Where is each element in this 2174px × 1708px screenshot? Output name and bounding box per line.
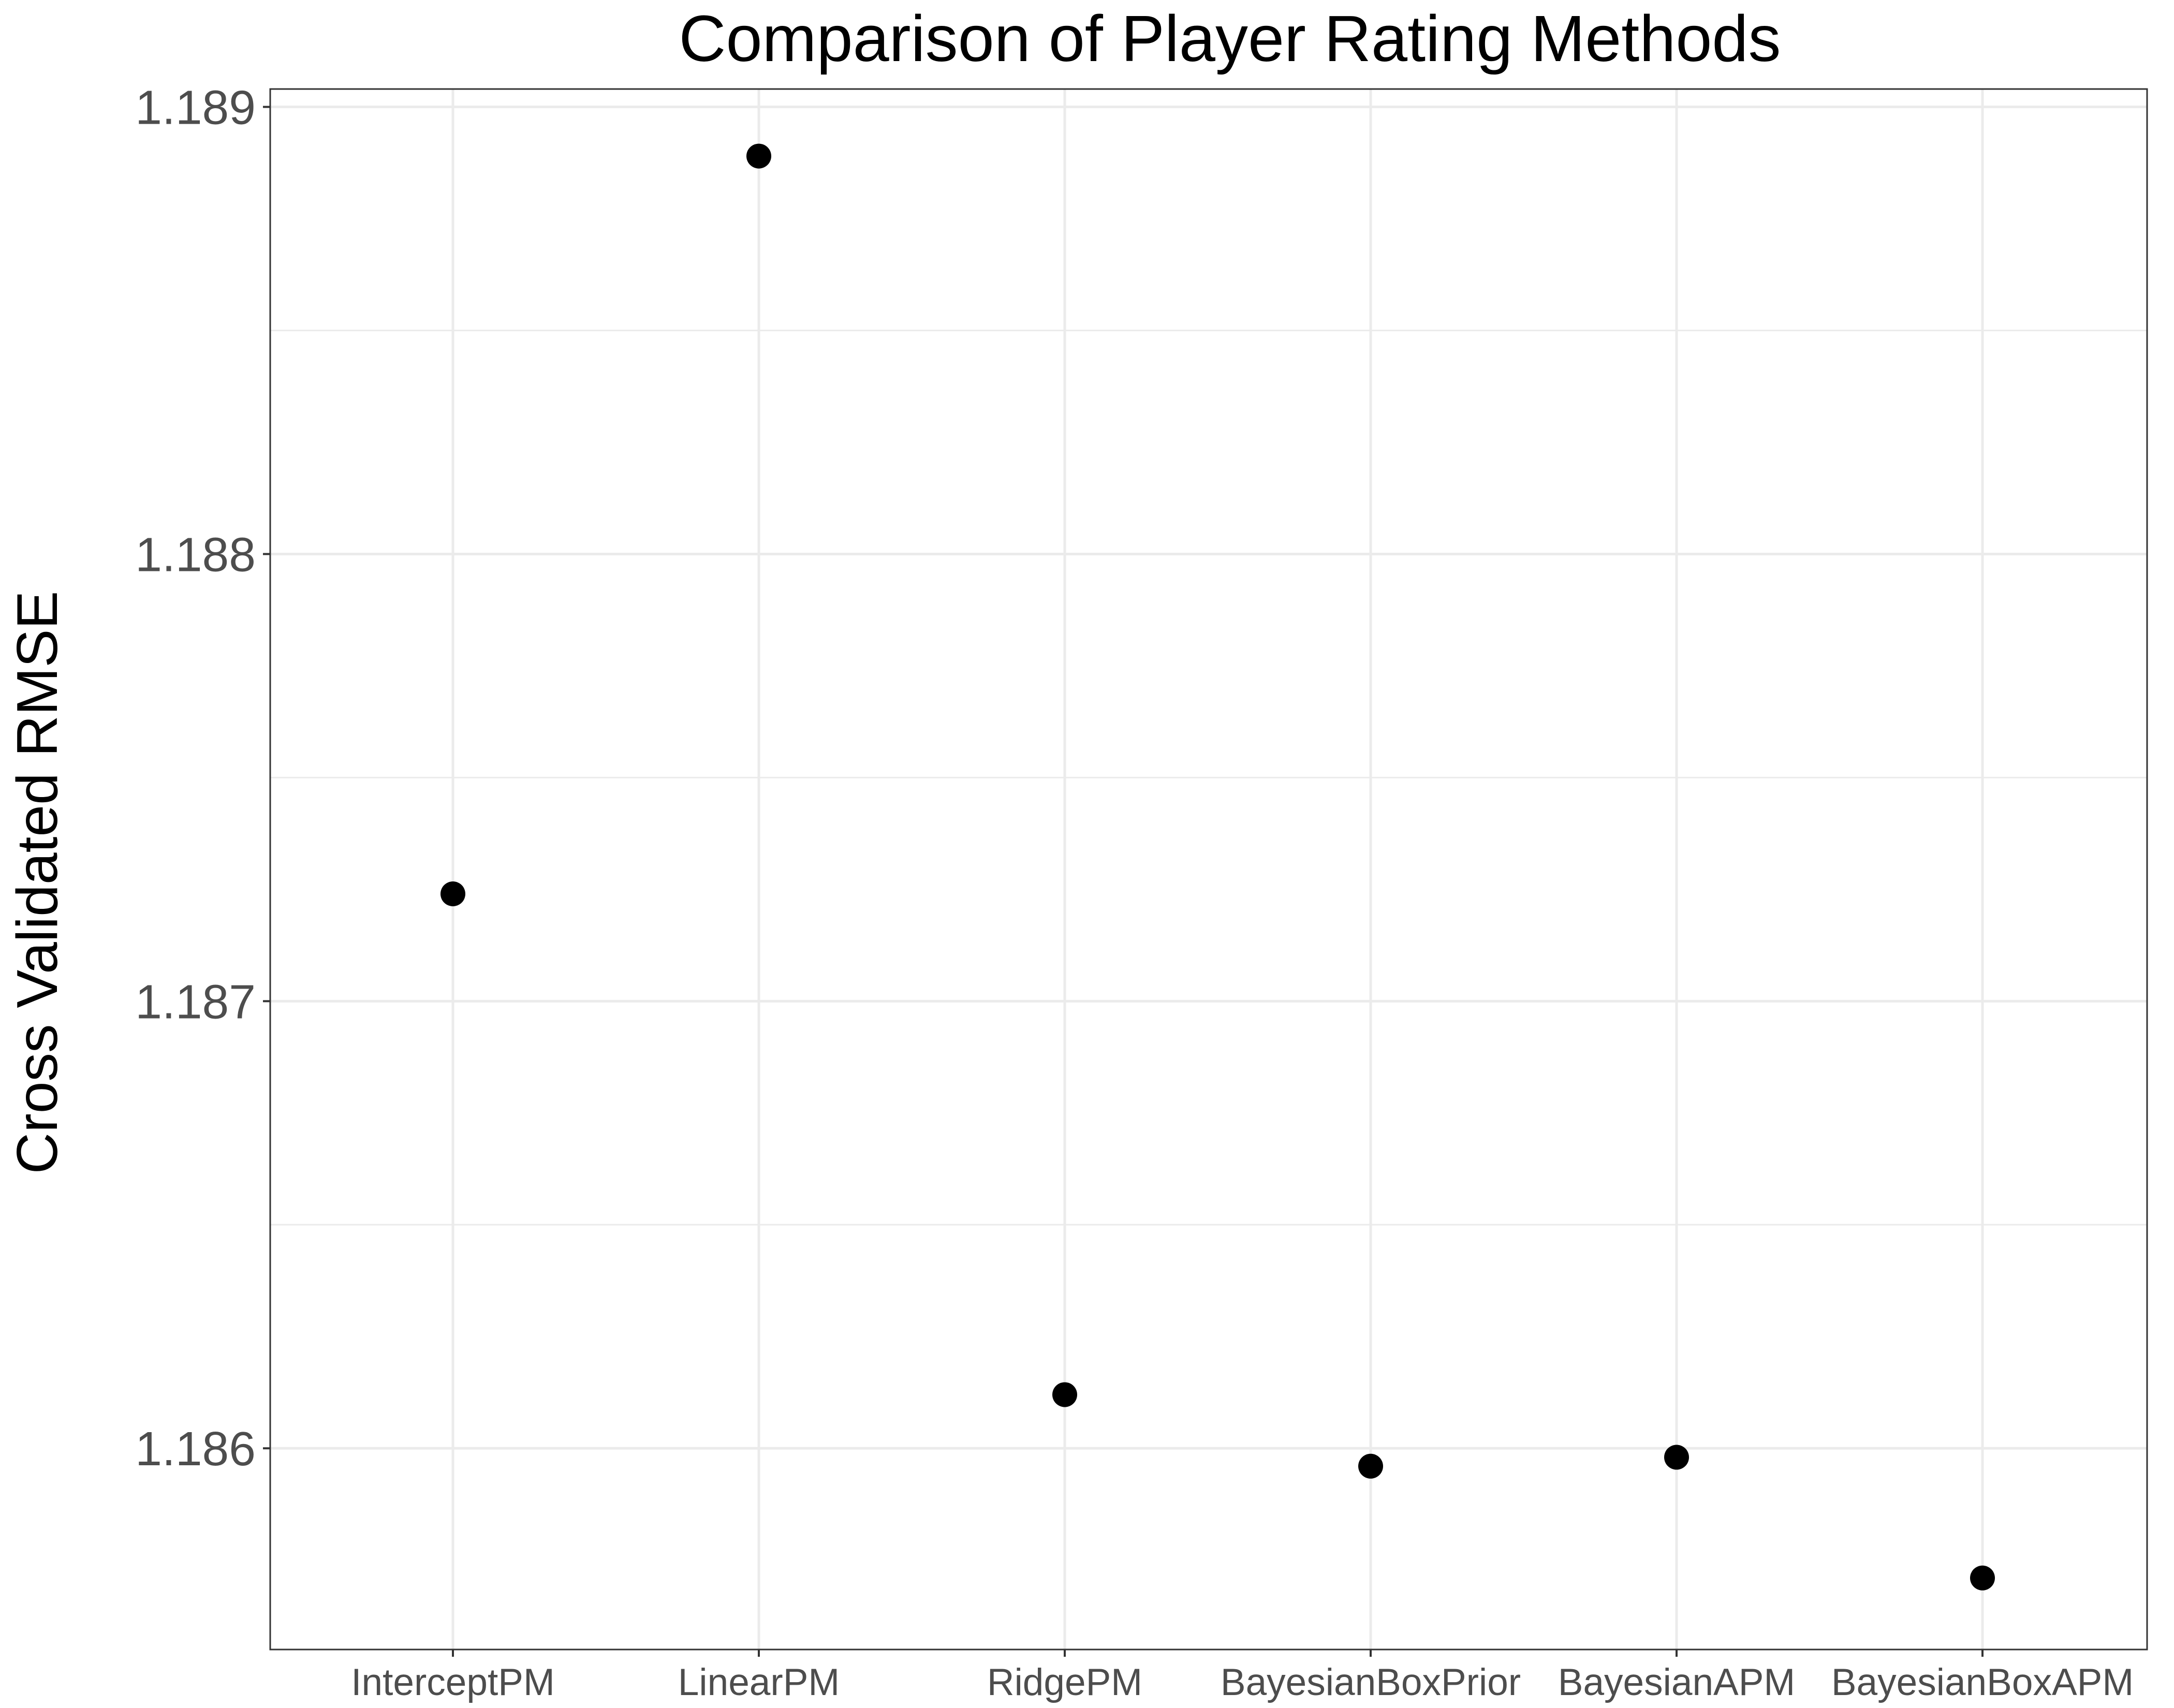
y-tick-label: 1.187 [135, 975, 256, 1028]
major-gridlines [270, 89, 2147, 1650]
chart-title: Comparison of Player Rating Methods [679, 2, 1781, 75]
data-point-bayesianboxapm [1970, 1565, 1995, 1591]
x-tick-label: BayesianAPM [1558, 1661, 1796, 1703]
x-tick-label: LinearPM [678, 1661, 840, 1703]
x-tick-label: BayesianBoxPrior [1221, 1661, 1521, 1703]
y-axis-ticks: 1.186 1.187 1.188 1.189 [135, 81, 270, 1476]
data-points [440, 143, 1995, 1591]
minor-gridlines [270, 330, 2147, 1226]
x-tick-label: BayesianBoxAPM [1831, 1661, 2134, 1703]
x-tick-label: InterceptPM [351, 1661, 555, 1703]
x-tick-label: RidgePM [987, 1661, 1142, 1703]
data-point-bayesianapm [1664, 1445, 1689, 1470]
data-point-linearpm [746, 143, 771, 169]
data-point-ridgepm [1052, 1382, 1077, 1407]
y-axis-label: Cross Validated RMSE [5, 591, 69, 1174]
x-axis-ticks: InterceptPM LinearPM RidgePM BayesianBoxPri… [351, 1650, 2134, 1703]
data-point-interceptpm [440, 881, 465, 907]
y-tick-label: 1.186 [135, 1422, 256, 1476]
data-point-bayesianboxprior [1358, 1453, 1383, 1479]
panel-border [269, 88, 2148, 1651]
y-tick-label: 1.188 [135, 527, 256, 581]
y-tick-label: 1.189 [135, 81, 256, 135]
